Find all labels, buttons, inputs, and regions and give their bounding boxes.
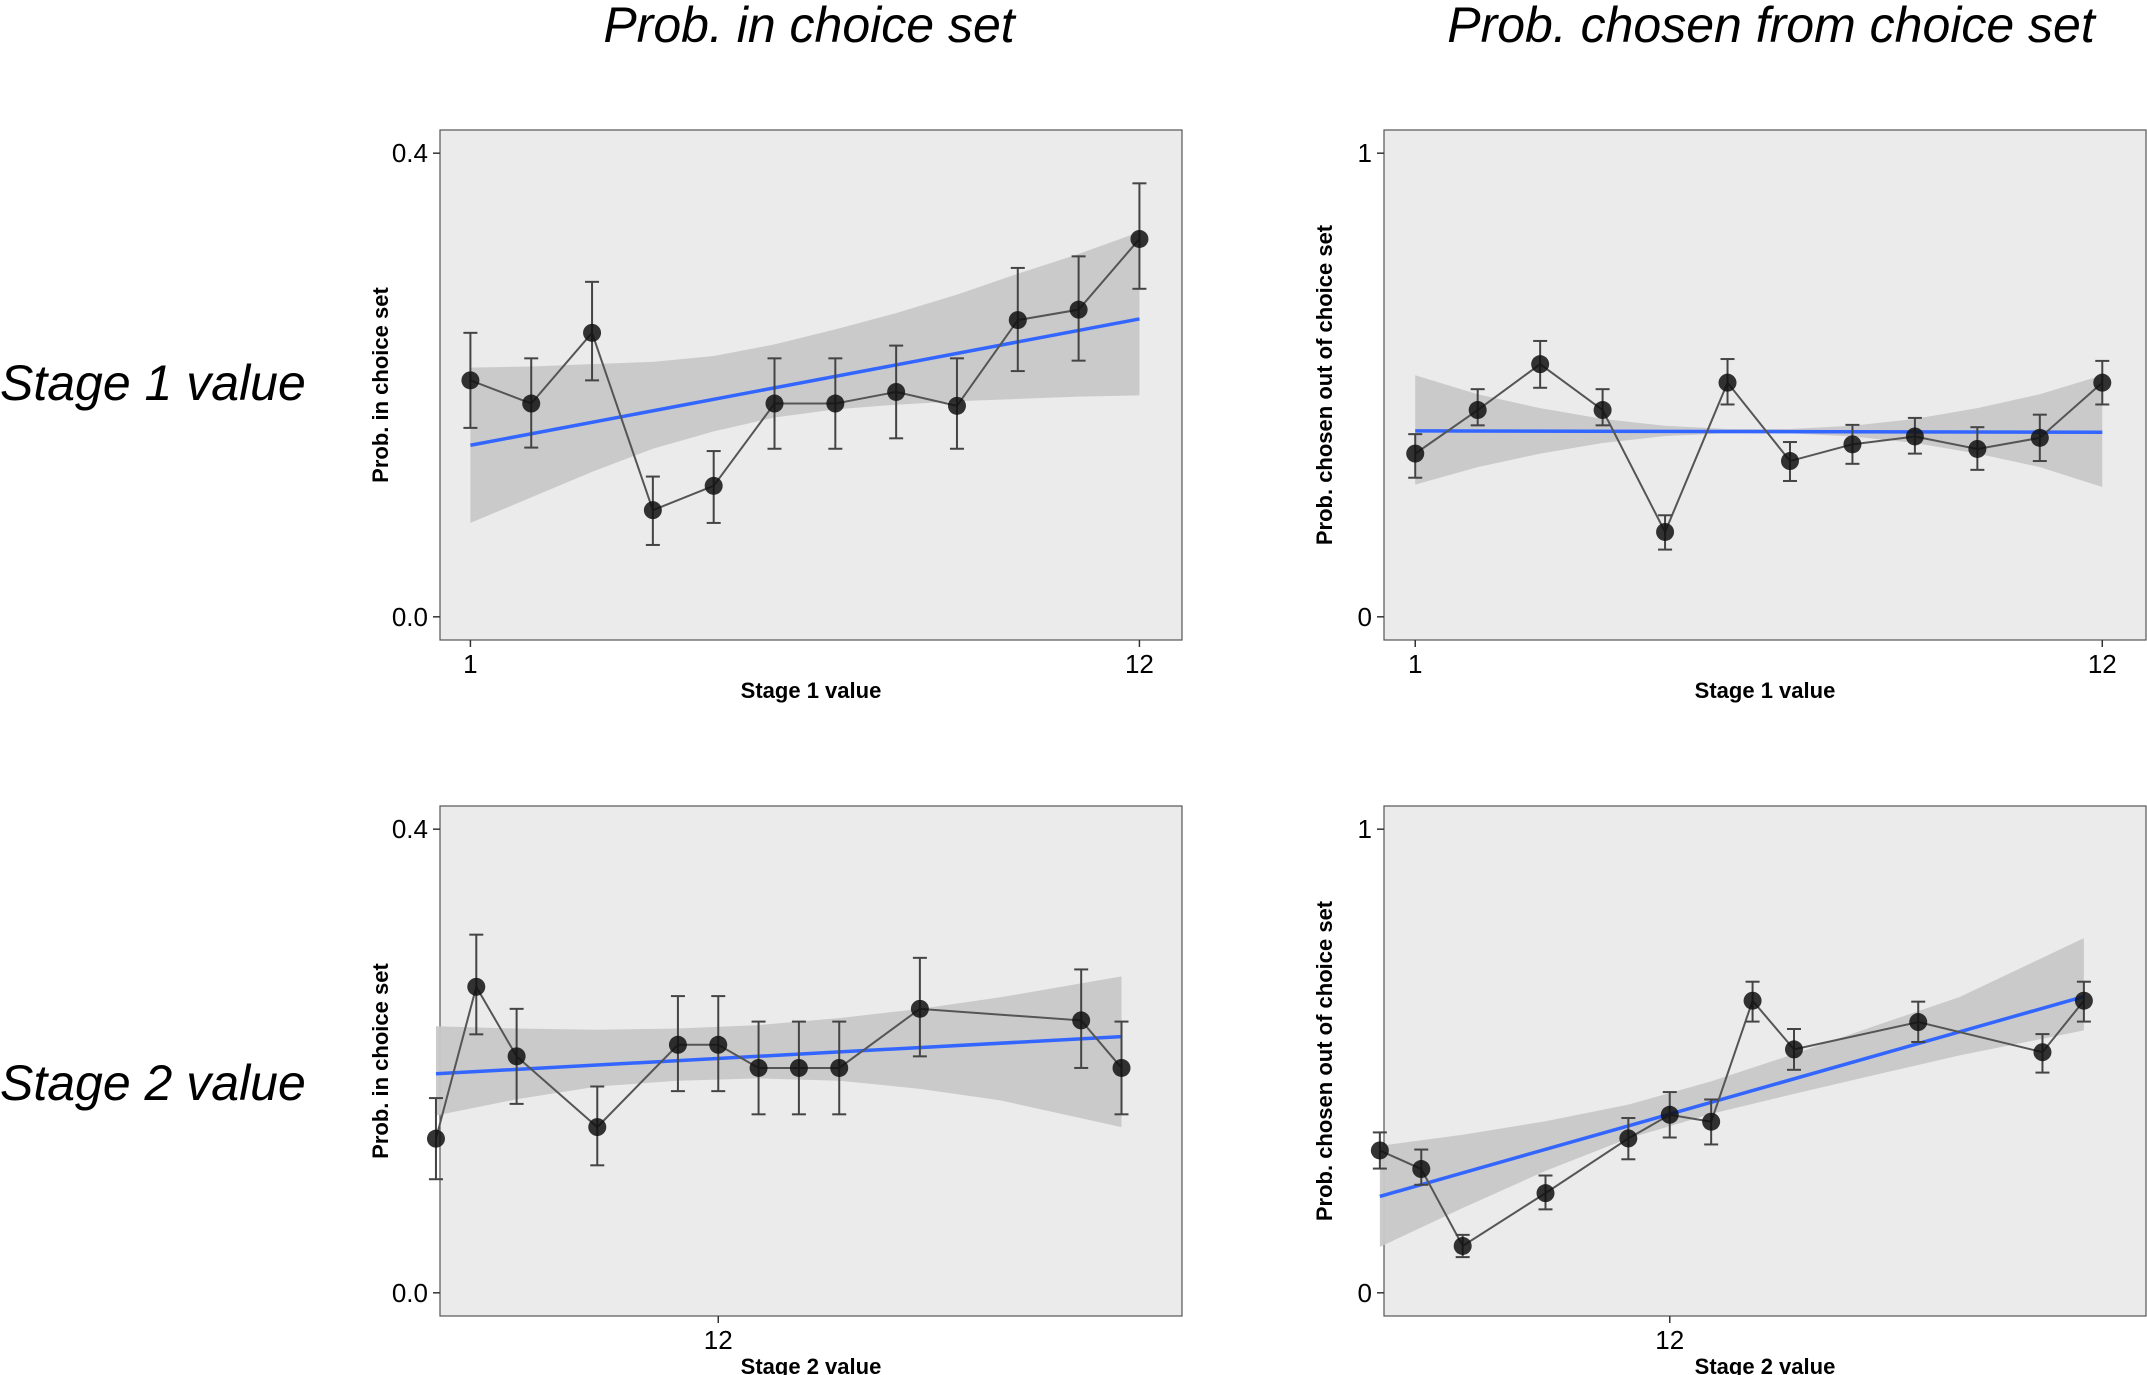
data-point: [643, 501, 662, 520]
y-axis-title: Prob. chosen out of choice set: [1312, 900, 1337, 1221]
data-point: [1412, 1160, 1431, 1179]
x-tick-label: 12: [1655, 1325, 1684, 1355]
regression-line: [470, 317, 1140, 447]
data-point: [1909, 1013, 1928, 1032]
series-connector-line: [1414, 362, 2103, 535]
series-connector-line: [435, 984, 1123, 1139]
data-point: [522, 394, 541, 413]
data-point: [1468, 401, 1487, 420]
data-point: [1112, 1058, 1131, 1077]
y-tick-label: 0.0: [392, 1278, 428, 1308]
data-point: [1968, 439, 1987, 458]
data-point: [709, 1035, 728, 1054]
y-axis-title: Prob. chosen out of choice set: [1312, 224, 1337, 545]
data-point: [910, 999, 929, 1018]
data-point: [2033, 1043, 2052, 1062]
data-point: [1718, 373, 1737, 392]
data-point: [947, 396, 966, 415]
x-axis-title: Stage 2 value: [1695, 1354, 1836, 1375]
x-tick-label: 1: [463, 649, 477, 679]
data-point: [749, 1058, 768, 1077]
data-point: [1008, 311, 1027, 330]
data-point: [1593, 401, 1612, 420]
data-point: [1069, 300, 1088, 319]
regression-line: [1379, 994, 2085, 1199]
confidence-ribbon: [435, 976, 1122, 1128]
data-point: [1130, 229, 1149, 248]
chart-panel-1: 0.0 0.4 1 12 Stage 1 value Prob. in choice se…: [368, 129, 1183, 703]
data-point: [1536, 1184, 1555, 1203]
data-point: [1531, 355, 1550, 374]
data-point: [2030, 428, 2049, 447]
column-title-prob-in-choice-set: Prob. in choice set: [603, 0, 1015, 53]
panel-background: [1383, 805, 2147, 1317]
chart-panel-3: 0.0 0.4 12 Stage 2 value Prob. in choice set: [368, 805, 1183, 1375]
series-connector-line: [1379, 998, 2085, 1248]
data-point: [789, 1058, 808, 1077]
data-point: [1780, 452, 1799, 471]
panel-background: [1383, 129, 2147, 641]
data-point: [2074, 991, 2093, 1010]
regression-line: [1415, 429, 2103, 435]
y-tick-label: 0: [1358, 1278, 1372, 1308]
y-tick-label: 0.4: [392, 814, 428, 844]
data-point: [583, 323, 602, 342]
y-tick-label: 1: [1358, 814, 1372, 844]
confidence-ribbon: [470, 232, 1140, 523]
data-point: [830, 1058, 849, 1077]
chart-panel-2: 0 1 1 12 Stage 1 value Prob. chosen out of ch…: [1312, 129, 2147, 703]
data-point: [704, 476, 723, 495]
y-axis-title: Prob. in choice set: [368, 287, 393, 483]
data-point: [1619, 1129, 1638, 1148]
column-title-prob-chosen: Prob. chosen from choice set: [1447, 0, 2095, 53]
data-point: [461, 371, 480, 390]
y-tick-label: 0.0: [392, 602, 428, 632]
data-point: [1656, 522, 1675, 541]
x-tick-label: 12: [2088, 649, 2117, 679]
data-point: [507, 1047, 526, 1066]
y-tick-label: 0: [1358, 602, 1372, 632]
row-label-stage-2: Stage 2 value: [0, 1055, 306, 1111]
x-tick-label: 12: [1125, 649, 1154, 679]
data-point: [426, 1129, 445, 1148]
data-point: [1905, 427, 1924, 446]
data-point: [1843, 435, 1862, 454]
x-axis-title: Stage 1 value: [741, 678, 882, 703]
data-point: [1453, 1236, 1472, 1255]
y-tick-label: 0.4: [392, 138, 428, 168]
x-axis-title: Stage 1 value: [1695, 678, 1836, 703]
data-point: [1702, 1112, 1721, 1131]
data-point: [1072, 1011, 1091, 1030]
data-point: [1370, 1141, 1389, 1160]
data-point: [765, 394, 784, 413]
x-tick-label: 12: [704, 1325, 733, 1355]
data-point: [2093, 373, 2112, 392]
data-point: [668, 1035, 687, 1054]
data-point: [1660, 1105, 1679, 1124]
data-point: [826, 394, 845, 413]
data-point: [1784, 1040, 1803, 1059]
confidence-ribbon: [1379, 938, 2084, 1247]
y-axis-title: Prob. in choice set: [368, 963, 393, 1159]
x-tick-label: 1: [1408, 649, 1422, 679]
series-connector-line: [470, 238, 1141, 512]
y-tick-label: 1: [1358, 138, 1372, 168]
data-point: [588, 1118, 607, 1137]
data-point: [1406, 444, 1425, 463]
regression-line: [435, 1034, 1122, 1076]
data-point: [887, 382, 906, 401]
data-point: [467, 977, 486, 996]
x-axis-title: Stage 2 value: [741, 1354, 882, 1375]
data-point: [1743, 991, 1762, 1010]
row-label-stage-1: Stage 1 value: [0, 355, 306, 411]
chart-panel-4: 0 1 12 Stage 2 value Prob. chosen out of cho…: [1312, 805, 2147, 1375]
